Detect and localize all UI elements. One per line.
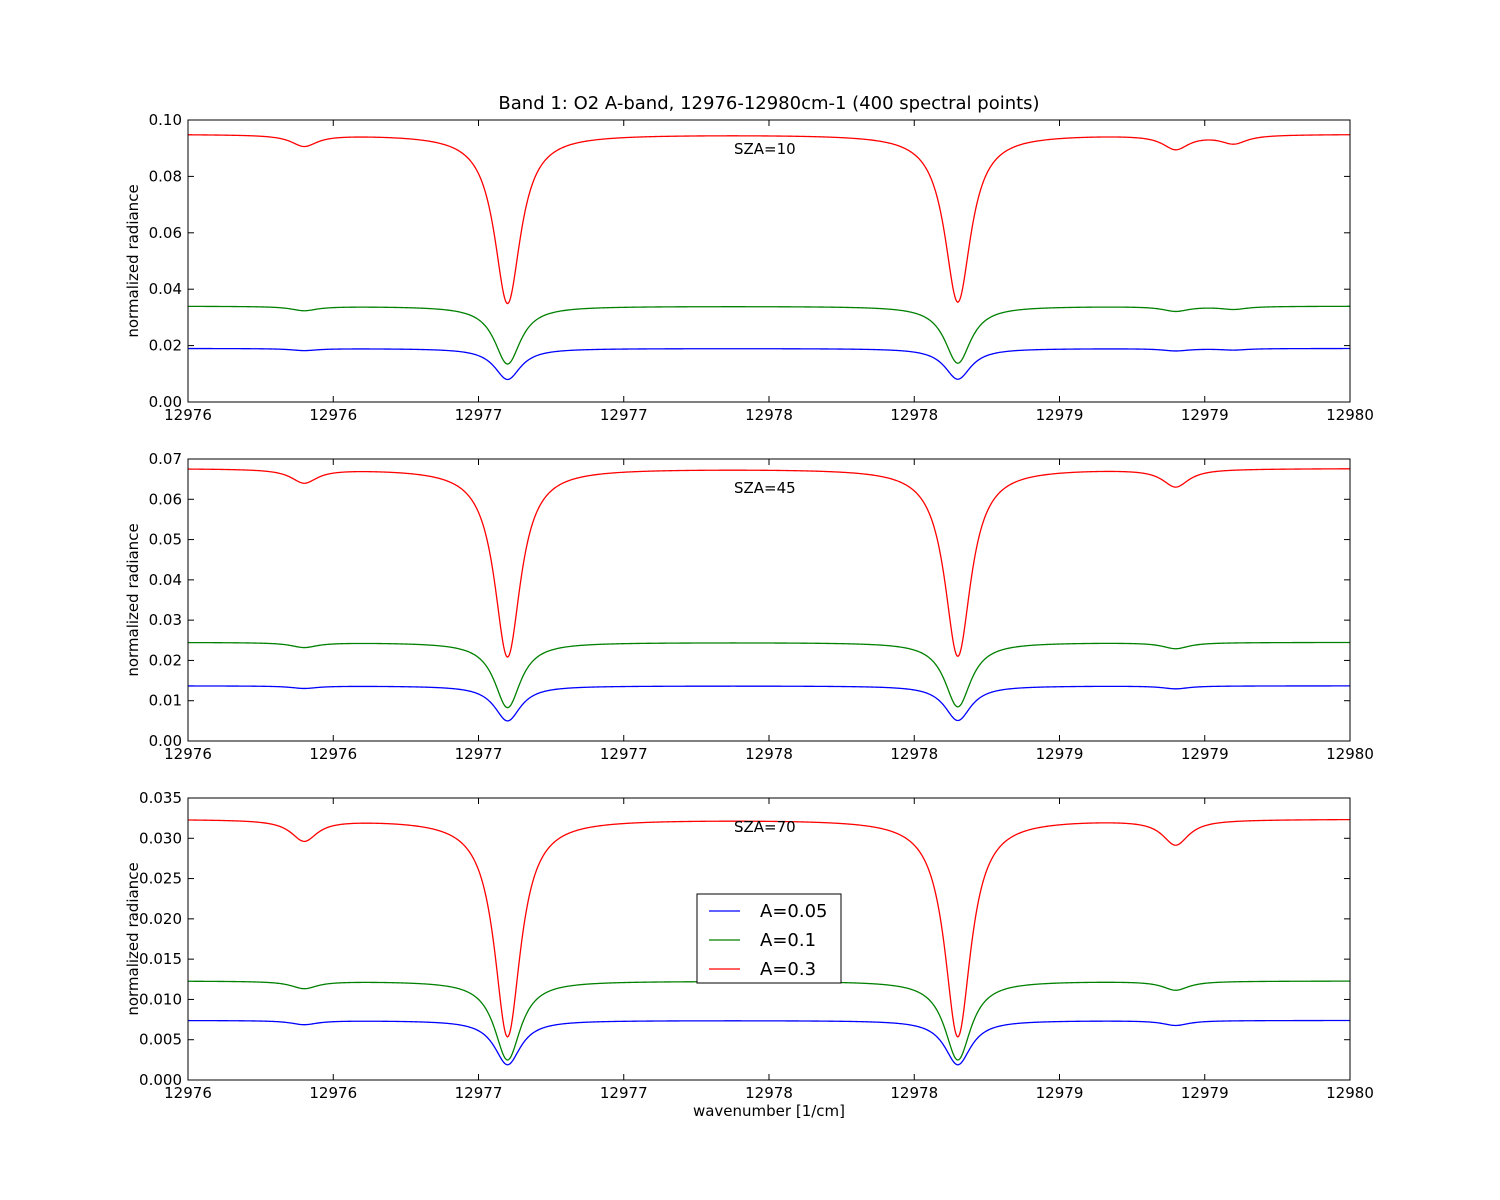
x-tick-label: 12978 <box>745 1084 793 1102</box>
panels: 0.00 0.02 0.04 0.06 0.08 0.10 12976 12976 12977 1… <box>124 111 1374 1102</box>
x-tick-label: 12979 <box>1181 406 1229 424</box>
y-axis-label: normalized radiance <box>124 523 142 676</box>
x-tick-label: 12979 <box>1181 745 1229 763</box>
panel-2: 0.00 0.01 0.02 0.03 0.04 0.05 0.06 0.07 12976 129… <box>124 450 1374 763</box>
y-tick-label: 0.00 <box>149 732 182 750</box>
legend-entry: A=0.1 <box>760 930 816 951</box>
panel-3: 0.000 0.005 0.010 0.015 0.020 0.025 0.030 0.035… <box>124 789 1374 1102</box>
series-line-a-0-3 <box>188 818 1350 1038</box>
x-tick-label: 12979 <box>1036 406 1084 424</box>
x-tick-label: 12977 <box>455 1084 503 1102</box>
legend-entry: A=0.3 <box>760 959 816 980</box>
x-tick-label: 12979 <box>1036 1084 1084 1102</box>
series-line-a-0-3 <box>188 468 1350 658</box>
x-tick-label: 12978 <box>890 1084 938 1102</box>
y-tick-label: 0.035 <box>139 789 182 807</box>
panel-annotation: SZA=45 <box>734 479 796 497</box>
y-tick-label: 0.02 <box>149 651 182 669</box>
y-tick-label: 0.005 <box>139 1031 182 1049</box>
panel-annotation: SZA=10 <box>734 140 796 158</box>
y-tick-label: 0.01 <box>149 692 182 710</box>
y-tick-label: 0.00 <box>149 393 182 411</box>
y-tick-label: 0.000 <box>139 1071 182 1089</box>
y-axis-label: normalized radiance <box>124 862 142 1015</box>
x-tick-label: 12976 <box>164 745 212 763</box>
y-tick-label: 0.05 <box>149 531 182 549</box>
series-line-a-0-05 <box>188 1019 1350 1066</box>
y-tick-label: 0.025 <box>139 870 182 888</box>
panel-annotation: SZA=70 <box>734 818 796 836</box>
y-tick-label: 0.03 <box>149 611 182 629</box>
x-tick-label: 12978 <box>890 406 938 424</box>
y-tick-label: 0.010 <box>139 990 182 1008</box>
y-tick-label: 0.10 <box>149 111 182 129</box>
x-tick-label: 12979 <box>1036 745 1084 763</box>
y-axis-label: normalized radiance <box>124 184 142 337</box>
y-tick-label: 0.04 <box>149 571 182 589</box>
x-tick-label: 12977 <box>455 406 503 424</box>
x-tick-label: 12976 <box>164 406 212 424</box>
x-tick-label: 12977 <box>600 1084 648 1102</box>
x-tick-label: 12976 <box>164 1084 212 1102</box>
x-tick-label: 12980 <box>1326 745 1374 763</box>
x-axis-label: wavenumber [1/cm] <box>693 1102 845 1120</box>
y-tick-label: 0.020 <box>139 910 182 928</box>
legend: A=0.05 A=0.1 A=0.3 <box>696 893 842 984</box>
x-tick-label: 12980 <box>1326 406 1374 424</box>
y-tick-label: 0.015 <box>139 950 182 968</box>
x-tick-label: 12976 <box>309 1084 357 1102</box>
series-line-a-0-05 <box>188 685 1350 722</box>
x-tick-label: 12977 <box>600 745 648 763</box>
panel-1: 0.00 0.02 0.04 0.06 0.08 0.10 12976 12976 12977 1… <box>124 111 1374 424</box>
x-tick-label: 12976 <box>309 406 357 424</box>
series-line-a-0-3 <box>188 134 1350 305</box>
y-tick-label: 0.06 <box>149 490 182 508</box>
series-group <box>188 134 1350 381</box>
y-tick-label: 0.04 <box>149 280 182 298</box>
series-group <box>188 468 1350 722</box>
y-tick-label: 0.030 <box>139 829 182 847</box>
legend-entry: A=0.05 <box>760 901 827 922</box>
series-line-a-0-1 <box>188 641 1350 709</box>
legend-box <box>696 893 842 984</box>
x-tick-label: 12977 <box>600 406 648 424</box>
series-line-a-0-1 <box>188 305 1350 365</box>
x-tick-label: 12977 <box>455 745 503 763</box>
y-tick-label: 0.02 <box>149 337 182 355</box>
x-tick-label: 12978 <box>745 406 793 424</box>
x-tick-label: 12978 <box>890 745 938 763</box>
x-tick-label: 12976 <box>309 745 357 763</box>
y-tick-label: 0.06 <box>149 224 182 242</box>
series-line-a-0-05 <box>188 347 1350 381</box>
x-tick-label: 12980 <box>1326 1084 1374 1102</box>
x-tick-label: 12979 <box>1181 1084 1229 1102</box>
y-tick-label: 0.07 <box>149 450 182 468</box>
figure-title: Band 1: O2 A-band, 12976-12980cm-1 (400 … <box>498 93 1039 114</box>
x-tick-label: 12978 <box>745 745 793 763</box>
y-tick-label: 0.08 <box>149 167 182 185</box>
